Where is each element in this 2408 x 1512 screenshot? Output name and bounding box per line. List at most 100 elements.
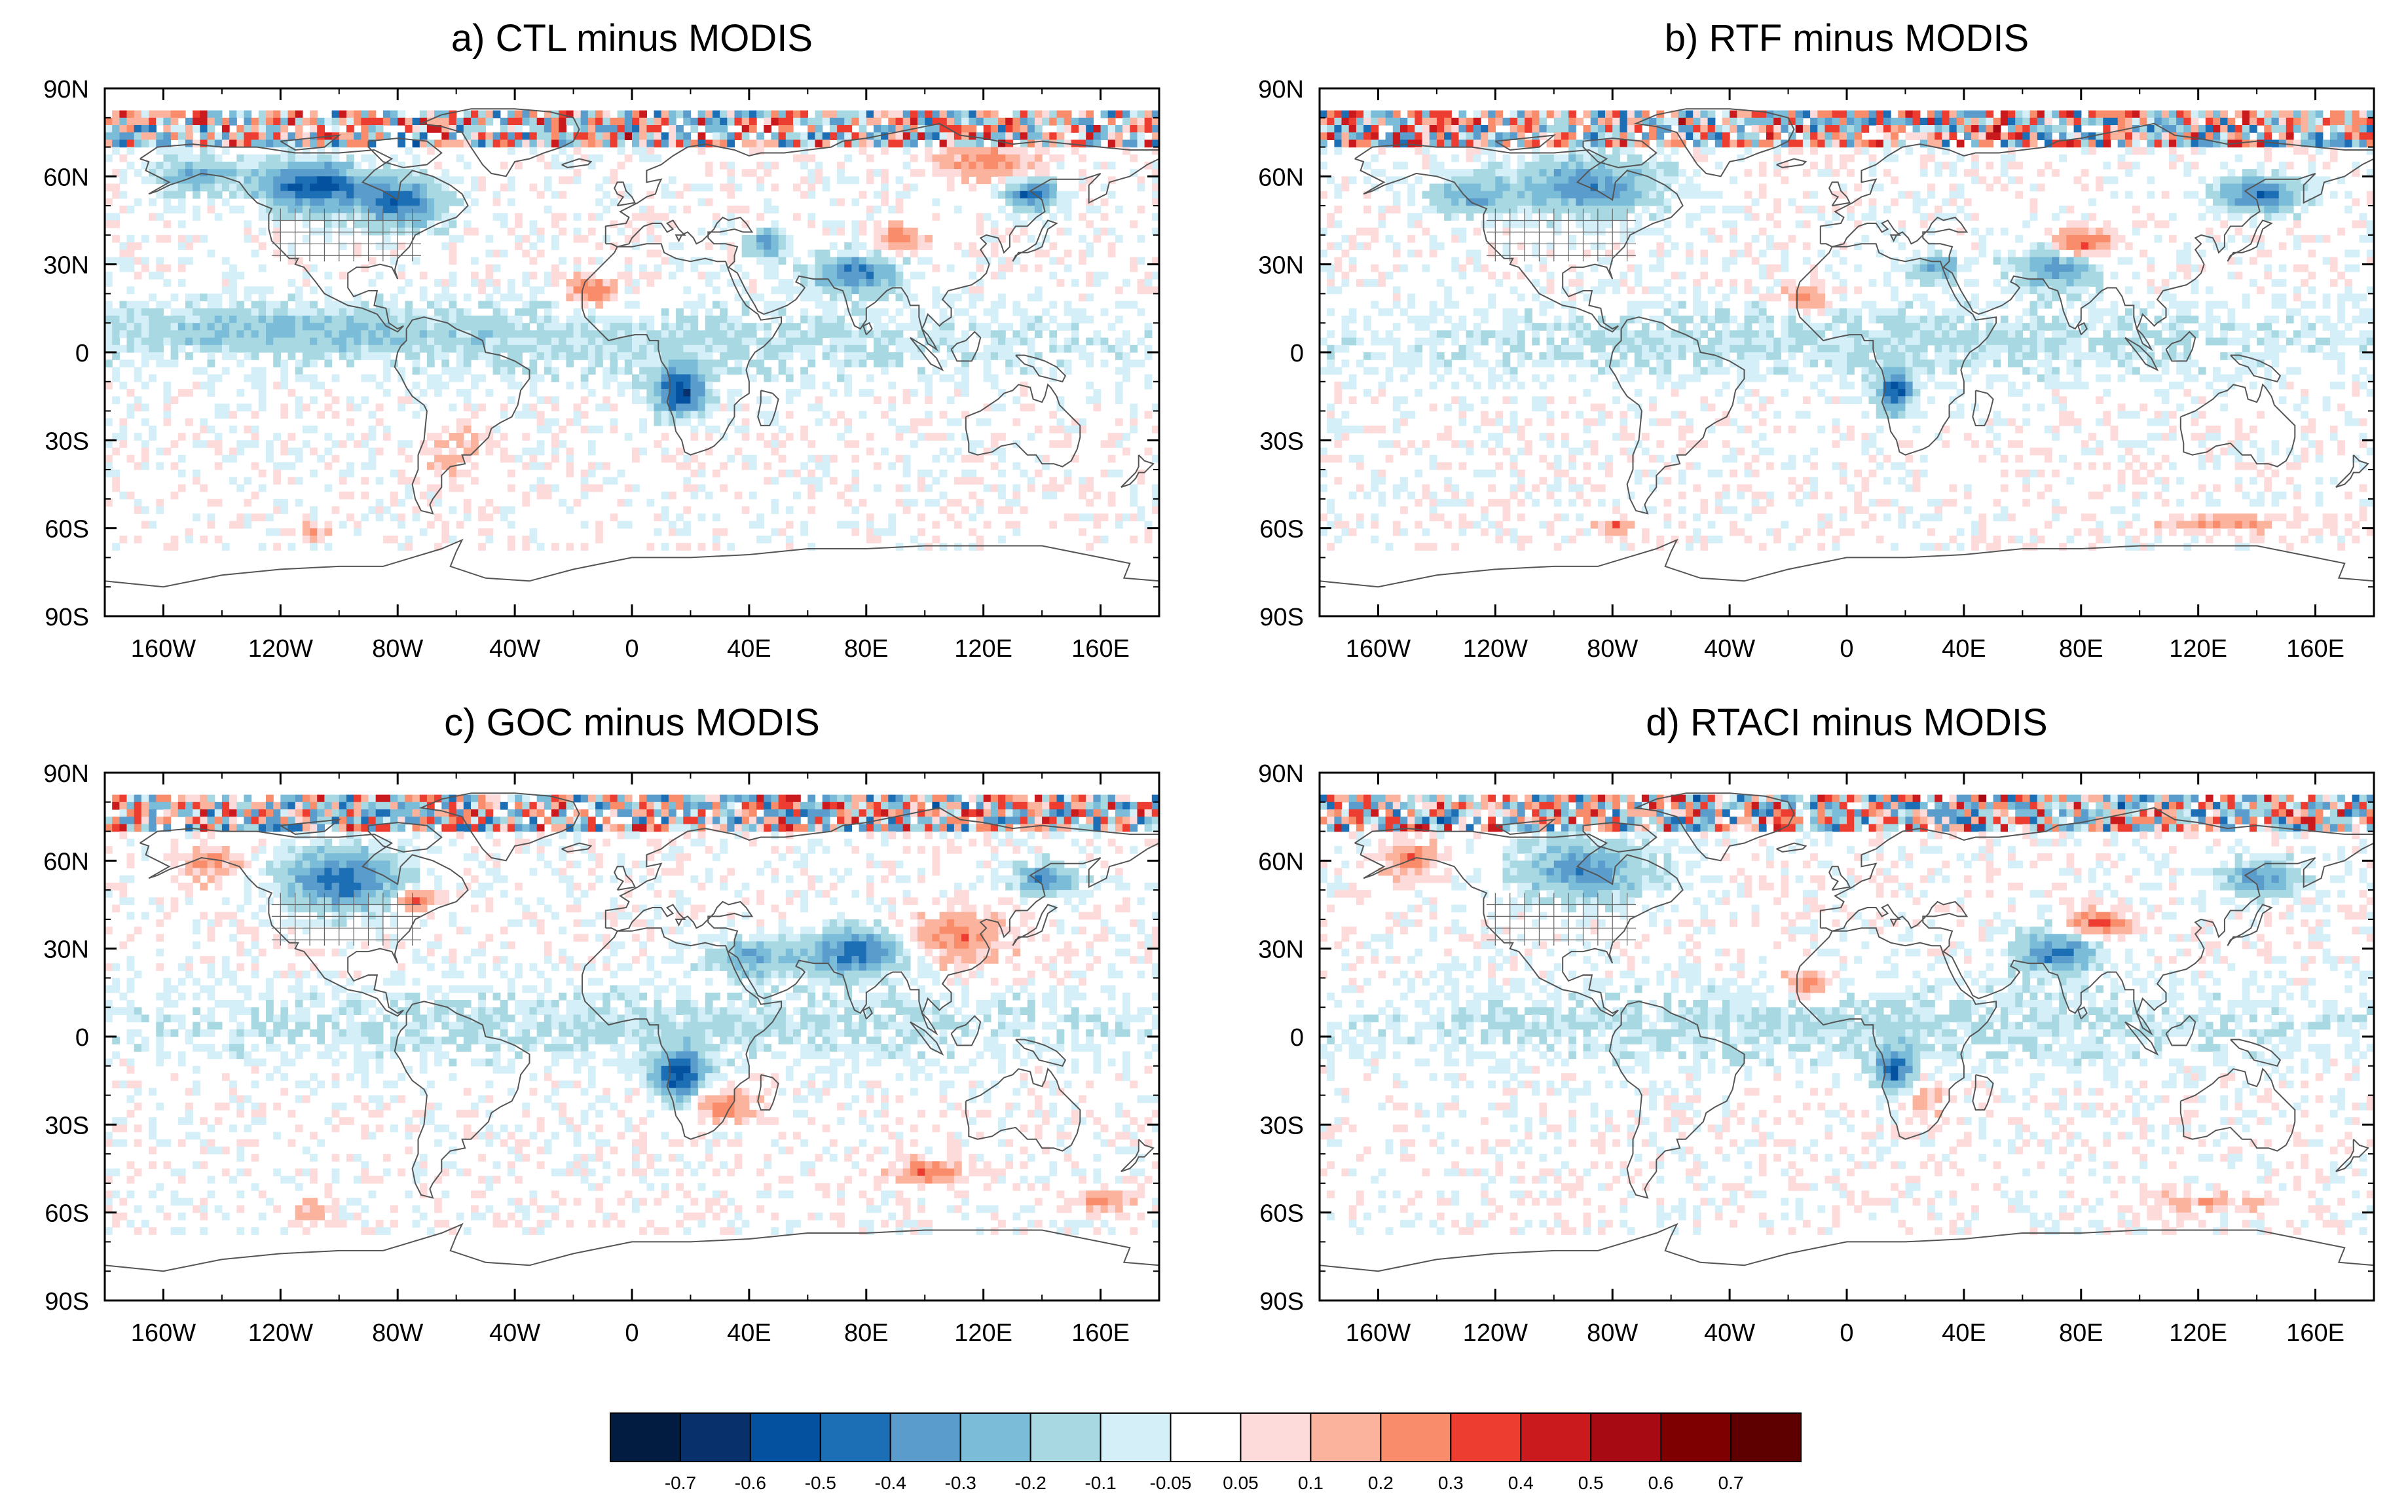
field-cell [405, 337, 413, 346]
map-svg: a) CTL minus MODIS90N60N30N030S60S90S160… [43, 17, 1160, 663]
field-cell [1392, 139, 1401, 148]
field-cell [214, 374, 223, 382]
field-cell [1020, 117, 1028, 126]
field-cell [544, 206, 552, 213]
field-cell [529, 447, 538, 456]
field-cell [346, 344, 354, 353]
field-cell [156, 337, 164, 346]
field-cell [149, 308, 157, 316]
field-cell [888, 242, 897, 250]
field-cell [449, 271, 457, 280]
field-cell [544, 425, 552, 433]
lat-label: 90N [43, 76, 89, 103]
field-cell [2234, 154, 2243, 162]
field-cell [800, 352, 808, 360]
field-cell [727, 330, 735, 339]
field-cell [310, 528, 318, 536]
field-cell [500, 117, 508, 126]
field-cell [441, 521, 450, 529]
field-cell [2366, 117, 2375, 126]
field-cell [610, 323, 618, 331]
field-cell [844, 132, 852, 140]
field-cell [1144, 271, 1153, 280]
field-cell [1071, 147, 1079, 155]
field-cell [1100, 227, 1109, 236]
field-cell [668, 257, 676, 265]
field-cell [1012, 198, 1021, 206]
field-cell [690, 117, 699, 126]
field-cell [258, 169, 267, 177]
field-cell [822, 139, 830, 148]
field-cell [310, 535, 318, 544]
field-cell [676, 543, 684, 551]
field-cell [969, 470, 977, 477]
field-cell [932, 337, 940, 346]
field-cell [346, 227, 354, 236]
field-cell [500, 220, 508, 229]
field-cell [1034, 132, 1043, 140]
field-cell [1517, 154, 1525, 162]
field-cell [390, 257, 398, 265]
field-cell [273, 506, 281, 514]
field-cell [1781, 161, 1789, 170]
field-cell [287, 176, 296, 185]
field-cell [193, 154, 200, 162]
field-cell [837, 316, 845, 323]
field-cell [1137, 110, 1145, 119]
field-cell [2183, 110, 2192, 119]
field-cell [1935, 139, 1942, 148]
field-cell [375, 513, 384, 522]
field-cell [771, 352, 779, 360]
field-cell [449, 213, 457, 221]
field-cell [375, 169, 384, 177]
field-cell [1942, 110, 1950, 119]
field-cell [1686, 132, 1694, 140]
field-cell [851, 301, 860, 309]
field-cell [1020, 206, 1028, 213]
field-cell [1005, 264, 1013, 272]
field-cell [412, 154, 420, 162]
field-cell [280, 337, 289, 346]
field-cell [888, 418, 897, 426]
field-cell [1788, 139, 1796, 148]
field-cell [676, 323, 684, 331]
field-cell [654, 213, 662, 221]
field-cell [1986, 132, 1994, 140]
field-cell [287, 543, 296, 551]
field-cell [361, 491, 369, 500]
field-cell [676, 257, 684, 265]
field-cell [485, 513, 494, 522]
field-cell [339, 323, 347, 331]
field-cell [1730, 110, 1737, 119]
field-cell [1137, 183, 1145, 192]
field-cell [1678, 139, 1686, 148]
field-cell [1371, 132, 1379, 140]
field-cell [668, 367, 676, 375]
field-cell [449, 433, 457, 441]
field-cell [419, 330, 428, 339]
field-cell [727, 403, 735, 412]
field-cell [390, 242, 398, 250]
field-cell [1517, 110, 1525, 119]
field-cell [954, 308, 962, 316]
field-cell [1086, 484, 1094, 492]
field-cell [339, 470, 347, 477]
field-cell [434, 374, 442, 382]
field-cell [587, 316, 596, 323]
field-cell [177, 330, 186, 339]
field-cell [544, 337, 552, 346]
field-cell [529, 330, 538, 339]
field-cell [595, 528, 603, 536]
field-cell [2059, 110, 2067, 119]
field-cell [800, 176, 808, 185]
field-cell [1107, 440, 1116, 449]
field-cell [419, 308, 428, 316]
field-cell [1510, 169, 1518, 177]
field-cell [939, 132, 948, 140]
field-cell [1847, 132, 1855, 140]
field-cell [200, 154, 208, 162]
field-cell [2301, 147, 2308, 155]
field-cell [859, 286, 867, 295]
field-cell [1115, 286, 1123, 295]
field-cell [302, 220, 310, 229]
